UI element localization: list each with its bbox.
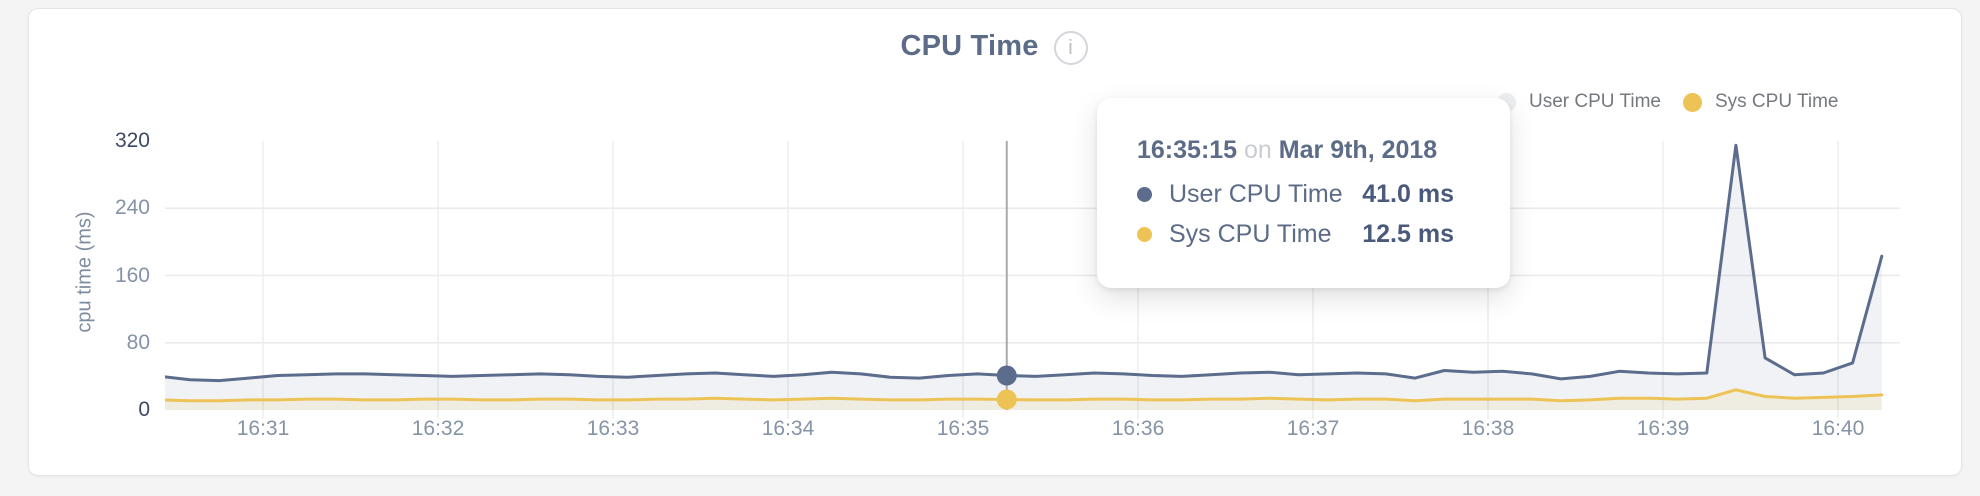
x-tick-label: 16:36 <box>1111 417 1165 440</box>
user-cpu-line <box>165 143 1884 383</box>
plot-area[interactable] <box>165 141 1900 419</box>
legend-label: Sys CPU Time <box>1714 91 1839 112</box>
x-tick-label: 16:39 <box>1636 417 1690 440</box>
y-axis-ticks: 0 80 160 240 320 <box>0 0 150 496</box>
tooltip-series-label: Sys CPU Time <box>1169 219 1332 248</box>
legend: User CPU Time Sys CPU Time <box>1497 91 1839 113</box>
chart-header: CPU Time i <box>28 28 1960 65</box>
y-tick-label: 0 <box>138 398 150 421</box>
tooltip-series-value: 12.5 ms <box>1362 219 1454 248</box>
tooltip-series-label: User CPU Time <box>1169 179 1343 208</box>
y-tick-label: 160 <box>114 263 150 287</box>
y-tick-label: 240 <box>114 196 150 220</box>
tooltip-series-dot <box>1137 226 1152 242</box>
legend-item-sys[interactable]: Sys CPU Time <box>1682 91 1839 113</box>
x-tick-label: 16:35 <box>936 417 990 440</box>
hover-marker-sys <box>996 389 1017 410</box>
x-tick-label: 16:40 <box>1811 417 1865 440</box>
legend-label: User CPU Time <box>1529 91 1661 112</box>
info-icon[interactable]: i <box>1053 31 1088 65</box>
tooltip-series-value: 41.0 ms <box>1362 179 1454 208</box>
tooltip-time: 16:35:15 <box>1137 136 1238 164</box>
sys-cpu-line <box>165 388 1884 403</box>
x-tick-label: 16:31 <box>236 417 290 440</box>
tooltip-row: Sys CPU Time 12.5 ms <box>1137 214 1454 254</box>
tooltip-on-word: on <box>1244 136 1272 164</box>
tooltip-rows: User CPU Time 41.0 ms Sys CPU Time 12.5 ms <box>1137 174 1454 254</box>
x-tick-label: 16:38 <box>1461 417 1515 440</box>
hover-marker-user <box>996 365 1017 386</box>
legend-dot-sys <box>1682 92 1702 112</box>
chart-title: CPU Time <box>900 30 1039 62</box>
tooltip-header: 16:35:15 on Mar 9th, 2018 <box>1137 136 1454 165</box>
y-tick-label: 80 <box>126 330 150 354</box>
x-tick-label: 16:32 <box>411 417 465 440</box>
tooltip-date: Mar 9th, 2018 <box>1278 136 1438 164</box>
x-tick-label: 16:33 <box>586 417 640 440</box>
x-tick-label: 16:34 <box>761 417 815 440</box>
x-tick-label: 16:37 <box>1286 417 1340 440</box>
legend-item-user[interactable]: User CPU Time <box>1497 91 1661 113</box>
y-tick-label: 320 <box>114 129 150 152</box>
user-cpu-area <box>165 145 1882 410</box>
tooltip-row: User CPU Time 41.0 ms <box>1137 174 1454 214</box>
tooltip-series-dot <box>1137 186 1152 202</box>
tooltip: 16:35:15 on Mar 9th, 2018 User CPU Time 4… <box>1097 98 1510 288</box>
